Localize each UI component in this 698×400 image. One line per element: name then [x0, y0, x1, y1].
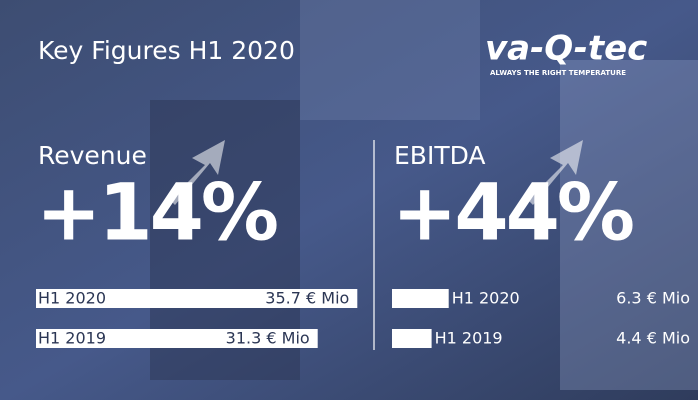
- logo: va-Q-tec: [485, 29, 647, 69]
- bar: [392, 329, 432, 348]
- panel-title: Revenue: [38, 141, 147, 170]
- background-window: [300, 0, 480, 120]
- title: Key Figures H1 2020: [38, 36, 295, 65]
- bar-label: H1 2019: [435, 329, 503, 348]
- panel-title: EBITDA: [394, 141, 486, 170]
- value-label: 4.4 € Mio: [616, 329, 690, 348]
- bar: [392, 289, 449, 308]
- value-label: 35.7 € Mio: [265, 289, 349, 308]
- arrows: [170, 140, 583, 205]
- growth: +14%: [36, 168, 277, 258]
- arrow: [170, 140, 225, 205]
- bar-label: H1 2020: [452, 289, 520, 308]
- bar-label: H1 2020: [38, 289, 106, 308]
- arrow: [528, 140, 583, 205]
- value-label: 6.3 € Mio: [616, 289, 690, 308]
- logo-tagline: ALWAYS THE RIGHT TEMPERATURE: [490, 69, 626, 77]
- growth: +44%: [392, 168, 633, 258]
- bar-label: H1 2019: [38, 329, 106, 348]
- bar: [36, 329, 318, 348]
- value-label: 31.3 € Mio: [226, 329, 310, 348]
- bar: [36, 289, 358, 308]
- background-boxes: [560, 60, 698, 390]
